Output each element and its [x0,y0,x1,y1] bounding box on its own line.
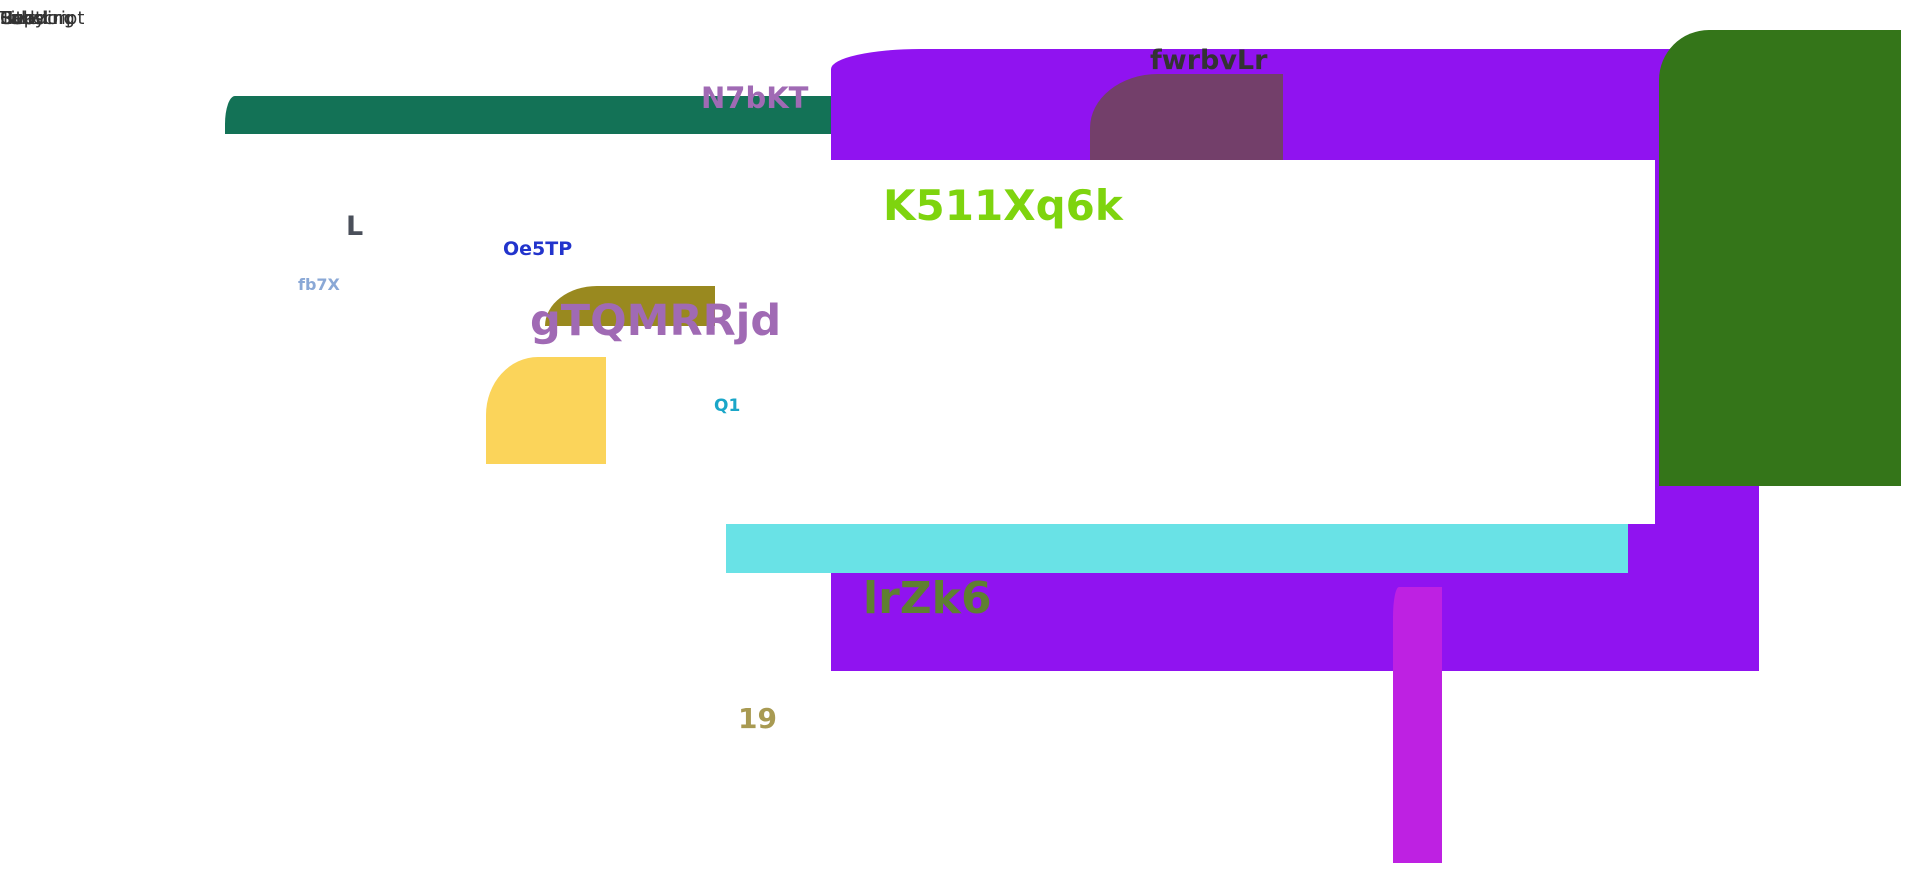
label-fb7x: fb7X [298,275,340,294]
stacked-text-4: Label [0,8,49,29]
stacked-text-5: Caption [0,8,70,29]
cyan-bar [726,524,1628,573]
label-q1: Q1 [714,396,741,416]
mauve-block [1090,74,1283,160]
label-fwrbvlr: fwrbvLr [1150,45,1268,76]
label-19: 19 [738,702,777,735]
label-n7bkt: N7bKT [701,81,809,115]
label-gtqmrrjd: gTQMRRjd [530,296,782,346]
green-panel [1659,30,1901,486]
yellow-block [486,357,606,464]
teal-bar [225,96,831,134]
label-oe5tp: Oe5TP [503,238,573,260]
olive-block [545,286,715,326]
magenta-bar [1393,587,1442,863]
label-k511xq6k: K511Xq6k [883,181,1123,230]
stacked-text-3: Title [0,8,39,29]
label-l: L [346,211,364,242]
stacked-text-cluster: Heading Body Subscript Title Label Capti… [0,0,130,40]
stacked-text-1: Body [0,8,46,29]
stacked-text-0: Heading [0,8,75,29]
label-lrzk6: lrZk6 [863,573,992,624]
stacked-text-2: Subscript [0,8,85,29]
white-panel [831,160,1655,524]
